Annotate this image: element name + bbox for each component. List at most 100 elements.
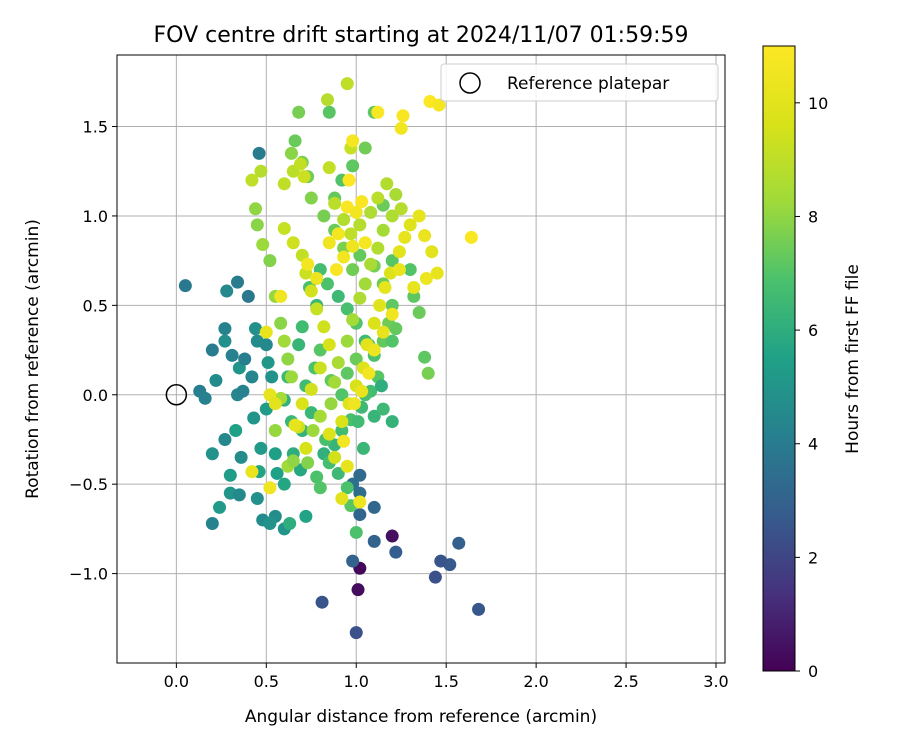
data-point xyxy=(220,284,234,298)
data-point xyxy=(349,626,363,640)
legend-marker-icon xyxy=(459,72,481,94)
data-point xyxy=(358,277,372,291)
y-tick-label: 0.0 xyxy=(83,386,108,405)
data-point xyxy=(286,454,300,468)
data-point xyxy=(263,254,277,268)
data-point xyxy=(317,209,331,223)
x-tick-label: 1.0 xyxy=(344,672,369,691)
grid-lines xyxy=(117,55,725,663)
data-point xyxy=(351,415,365,429)
data-point xyxy=(344,227,358,241)
data-point xyxy=(268,447,282,461)
data-point xyxy=(218,334,232,348)
data-point xyxy=(389,187,403,201)
data-point xyxy=(284,146,298,160)
y-tick-label: 1.5 xyxy=(83,118,108,137)
data-point xyxy=(418,229,432,243)
data-point xyxy=(392,245,406,259)
data-point xyxy=(335,388,349,402)
data-point xyxy=(355,384,369,398)
data-point xyxy=(241,289,255,303)
data-point xyxy=(430,266,444,280)
x-tick-label: 3.0 xyxy=(703,672,728,691)
data-point xyxy=(407,280,421,294)
data-point xyxy=(223,468,237,482)
data-point xyxy=(310,272,324,286)
data-point xyxy=(335,424,349,438)
data-point xyxy=(331,466,345,480)
colorbar-tick-label: 10 xyxy=(808,94,828,113)
colorbar-tick-label: 2 xyxy=(808,548,818,567)
data-point xyxy=(421,366,435,380)
data-point xyxy=(304,191,318,205)
y-axis-label: Rotation from reference (arcmin) xyxy=(23,219,43,499)
data-point xyxy=(349,205,363,219)
plot-frame xyxy=(116,54,726,664)
data-point xyxy=(337,434,351,448)
data-point xyxy=(346,239,360,253)
x-axis-ticks: 0.0 0.5 1.0 1.5 2.0 2.5 3.0 xyxy=(164,663,729,691)
data-point xyxy=(419,272,433,286)
data-point xyxy=(178,279,192,293)
data-point xyxy=(320,277,334,291)
data-point xyxy=(259,338,273,352)
data-point xyxy=(340,334,354,348)
data-point xyxy=(418,350,432,364)
data-point xyxy=(277,177,291,191)
data-point xyxy=(432,98,446,112)
data-point xyxy=(389,545,403,559)
data-point xyxy=(464,230,478,244)
data-point xyxy=(254,441,268,455)
data-point xyxy=(249,202,263,216)
data-point xyxy=(322,338,336,352)
data-point xyxy=(472,602,486,616)
data-point xyxy=(213,500,227,514)
data-point xyxy=(337,250,351,264)
data-point xyxy=(396,109,410,123)
data-point xyxy=(346,159,360,173)
data-point xyxy=(236,384,250,398)
colorbar: 0 2 4 6 8 10 Hours from first FF file xyxy=(762,45,863,681)
data-point xyxy=(412,306,426,320)
data-point xyxy=(322,161,336,175)
colorbar-bar xyxy=(762,45,796,672)
data-point xyxy=(425,245,439,259)
data-point xyxy=(385,334,399,348)
data-point xyxy=(452,536,466,550)
data-point xyxy=(254,164,268,178)
data-point xyxy=(310,470,324,484)
colorbar-ticks: 0 2 4 6 8 10 xyxy=(795,94,828,681)
colorbar-tick-label: 4 xyxy=(808,435,818,454)
data-point xyxy=(284,370,298,384)
data-point xyxy=(286,236,300,250)
data-point xyxy=(340,481,354,495)
data-point xyxy=(371,241,385,255)
data-point xyxy=(304,382,318,396)
data-point xyxy=(340,302,354,316)
x-axis-label: Angular distance from reference (arcmin) xyxy=(245,707,597,727)
data-point xyxy=(259,325,273,339)
x-tick-label: 2.0 xyxy=(523,672,548,691)
data-point xyxy=(346,313,360,327)
data-point xyxy=(353,218,367,232)
data-point xyxy=(353,508,367,522)
data-point xyxy=(250,218,264,232)
data-point xyxy=(310,302,324,316)
data-point xyxy=(376,402,390,416)
data-point xyxy=(394,202,408,216)
data-point xyxy=(346,263,360,277)
data-point xyxy=(331,227,345,241)
data-point xyxy=(268,424,282,438)
data-point xyxy=(385,307,399,321)
data-point xyxy=(245,173,259,187)
data-point xyxy=(265,370,279,384)
data-point xyxy=(245,465,259,479)
data-point xyxy=(249,322,263,336)
data-point xyxy=(263,517,277,531)
data-point xyxy=(328,375,342,389)
data-point xyxy=(356,441,370,455)
data-point xyxy=(313,409,327,423)
data-point xyxy=(299,441,313,455)
data-point xyxy=(331,356,345,370)
data-point xyxy=(301,456,315,470)
